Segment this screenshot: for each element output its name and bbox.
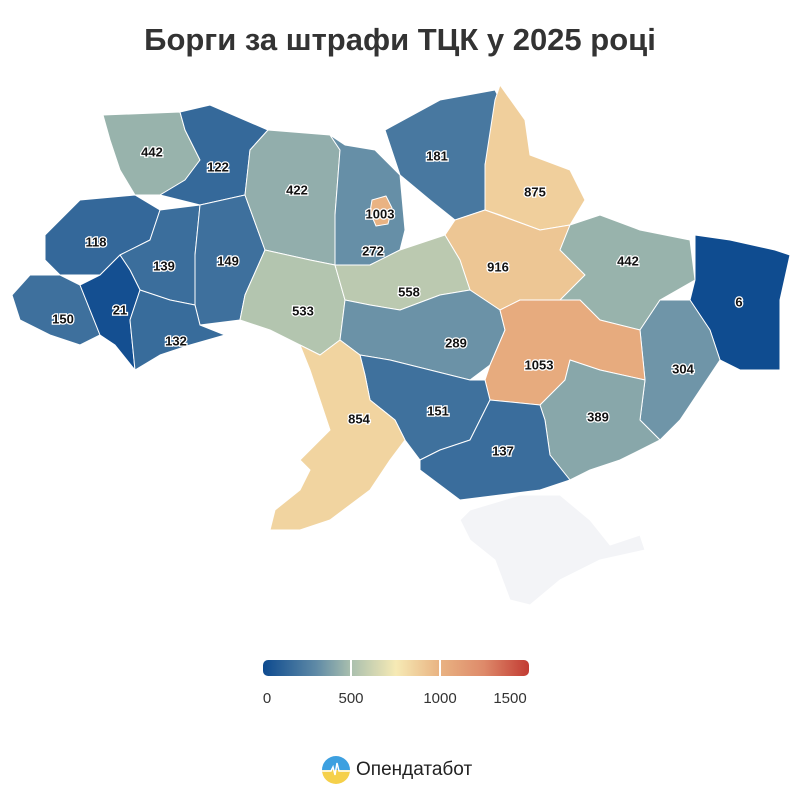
region-value-label: 149: [217, 253, 239, 268]
region-value-label: 122: [207, 159, 229, 174]
region-sumy[interactable]: [484, 84, 586, 231]
region-value-label: 533: [292, 303, 314, 318]
brand-name: Опендатабот: [356, 759, 473, 780]
legend-tick: 1500: [493, 690, 527, 707]
legend-separator: [439, 660, 441, 676]
region-value-label: 137: [492, 443, 514, 458]
region-value-label: 1003: [366, 206, 395, 221]
region-value-label: 442: [141, 144, 163, 159]
choropleth-map: 442 122 118 139 149 150 21 132 422 272 1003 181 875 9…: [11, 84, 791, 606]
region-value-label: 289: [445, 335, 467, 350]
region-value-label: 875: [524, 184, 546, 199]
brand: Опендатабот: [322, 756, 472, 784]
region-crimea[interactable]: [459, 494, 646, 606]
legend-tick: 1000: [423, 690, 457, 707]
region-luhansk[interactable]: [689, 234, 791, 371]
region-value-label: 151: [427, 403, 449, 418]
region-chernivtsi[interactable]: [129, 289, 226, 371]
region-value-label: 181: [426, 148, 448, 163]
region-value-label: 6: [735, 294, 742, 309]
region-value-label: 422: [286, 182, 308, 197]
legend-separator: [350, 660, 352, 676]
region-value-label: 118: [86, 234, 107, 249]
region-value-label: 442: [617, 253, 639, 268]
region-value-label: 150: [52, 311, 74, 326]
region-value-label: 558: [398, 284, 420, 299]
region-value-label: 21: [113, 302, 127, 317]
region-value-label: 389: [587, 409, 609, 424]
region-kyiv-city[interactable]: [369, 195, 393, 227]
region-kherson[interactable]: [419, 399, 571, 501]
region-value-label: 139: [153, 258, 175, 273]
region-value-label: 272: [362, 243, 384, 258]
region-value-label: 304: [672, 361, 694, 376]
region-value-label: 1053: [525, 357, 554, 372]
region-value-label: 916: [487, 259, 509, 274]
opendatabot-logo-icon: [322, 756, 350, 784]
legend-tick: 0: [262, 690, 272, 707]
region-value-label: 854: [348, 411, 370, 426]
color-legend: [263, 660, 529, 676]
legend-tick: 500: [338, 690, 364, 707]
region-odesa[interactable]: [269, 339, 406, 531]
region-value-label: 132: [165, 333, 187, 348]
map-title: Борги за штрафи ТЦК у 2025 році: [144, 22, 656, 57]
